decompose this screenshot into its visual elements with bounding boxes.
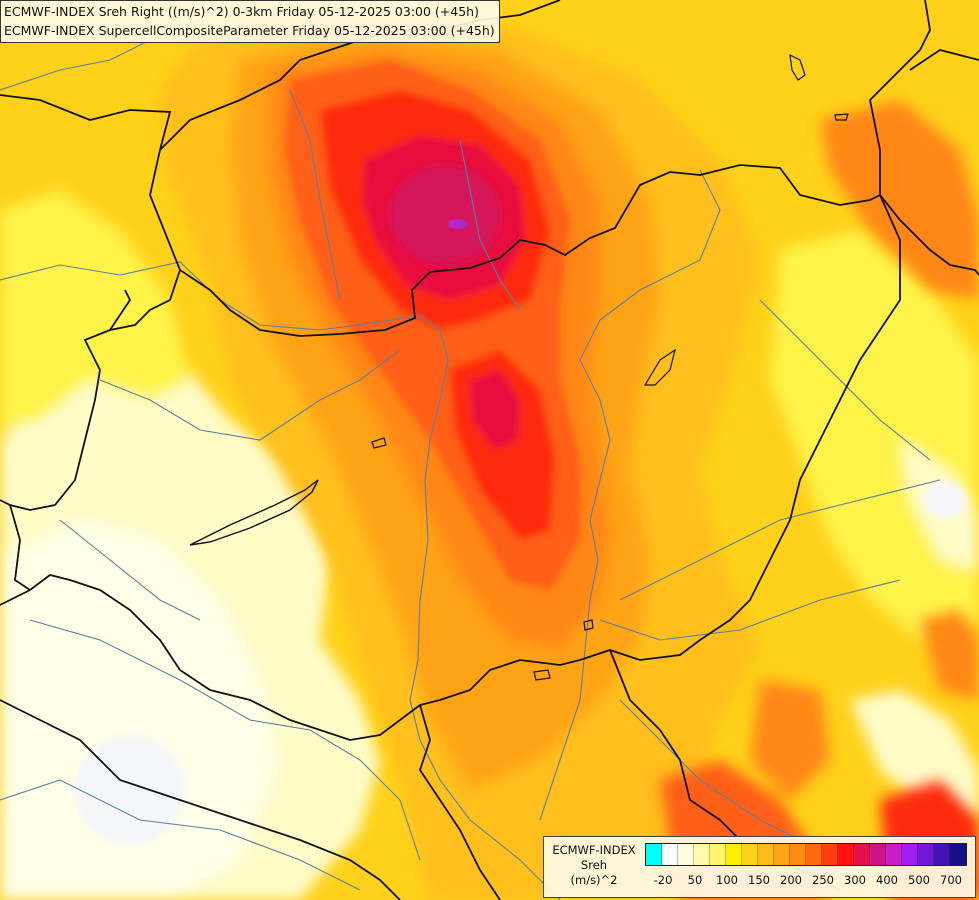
lake-small-3 xyxy=(533,669,551,681)
north-lake-outline xyxy=(789,53,806,81)
border-slovenia xyxy=(9,504,31,591)
legend-tick-label: 250 xyxy=(812,873,834,887)
legend-swatch xyxy=(774,844,790,865)
border-ukraine-romania xyxy=(879,194,979,276)
lake-small-1 xyxy=(371,437,387,449)
legend-swatch xyxy=(902,844,918,865)
border-east-romania xyxy=(909,49,979,71)
river-mures xyxy=(599,579,901,641)
legend-tick-label: 300 xyxy=(844,873,866,887)
legend-tick-labels: -20 50 100 150 200 250 300 400 500 700 xyxy=(645,873,969,889)
field-very-pale-southwest xyxy=(0,520,280,900)
field-light-yellow-east xyxy=(770,230,979,640)
river-east-1 xyxy=(759,299,931,461)
river-raba xyxy=(99,349,401,441)
legend-swatch xyxy=(790,844,806,865)
legend-tick-label: 100 xyxy=(716,873,738,887)
border-slovakia-hungary xyxy=(179,164,881,337)
field-white-patch-east xyxy=(923,482,967,518)
field-orange-dark-southeast xyxy=(750,680,830,800)
border-serbia xyxy=(419,704,501,900)
border-croatia-bosnia xyxy=(0,699,401,900)
legend-title-line3: (m/s)^2 xyxy=(570,873,618,887)
legend-swatch xyxy=(950,844,966,865)
map-title-line2: ECMWF-INDEX SupercellCompositeParameter … xyxy=(4,23,495,38)
border-ukraine-north xyxy=(869,0,931,195)
lake-balaton xyxy=(189,479,319,546)
river-north-1 xyxy=(289,89,341,301)
legend-swatch xyxy=(918,844,934,865)
legend-color-scale xyxy=(645,843,967,866)
legend-swatch xyxy=(838,844,854,865)
legend-tick-label: 50 xyxy=(687,873,703,887)
field-magenta-core xyxy=(390,165,500,265)
legend-tick-label: 150 xyxy=(748,873,770,887)
north-lake-outline-2 xyxy=(834,113,849,121)
legend-swatch xyxy=(694,844,710,865)
border-hungary-austria xyxy=(0,269,181,511)
field-orange-dark-north xyxy=(820,100,979,300)
legend-swatch xyxy=(710,844,726,865)
map-title-box: ECMWF-INDEX Sreh Right ((m/s)^2) 0-3km F… xyxy=(0,0,500,43)
river-north-2 xyxy=(459,139,521,311)
river-drava xyxy=(29,619,421,861)
legend-tick-label: 700 xyxy=(940,873,962,887)
legend-swatch xyxy=(934,844,950,865)
map-title-line1: ECMWF-INDEX Sreh Right ((m/s)^2) 0-3km F… xyxy=(4,4,479,19)
legend-swatch xyxy=(870,844,886,865)
legend-swatch xyxy=(742,844,758,865)
legend-swatch xyxy=(758,844,774,865)
lake-small-2 xyxy=(583,619,594,631)
legend-title-line1: ECMWF-INDEX xyxy=(552,843,636,857)
border-austria-inner xyxy=(109,289,132,331)
field-light-yellow-west xyxy=(0,190,190,430)
river-east-2 xyxy=(619,479,941,601)
legend-swatch xyxy=(806,844,822,865)
legend-tick-label: 400 xyxy=(876,873,898,887)
field-purple-spot xyxy=(448,219,468,229)
border-austria-slovakia xyxy=(0,94,181,271)
border-hungary-croatia xyxy=(0,574,421,741)
border-hungary-romania xyxy=(419,194,901,706)
legend-title-line2: Sreh xyxy=(580,858,608,872)
river-sava xyxy=(0,779,361,891)
legend-swatch xyxy=(886,844,902,865)
legend-tick-label: -20 xyxy=(653,873,673,887)
danube-bend-outline xyxy=(643,348,676,386)
legend-tick-label: 200 xyxy=(780,873,802,887)
legend-swatch xyxy=(678,844,694,865)
legend-swatch xyxy=(822,844,838,865)
legend-swatch xyxy=(726,844,742,865)
field-orange-dark-east xyxy=(920,610,979,700)
river-south-east xyxy=(619,699,821,851)
river-southwest xyxy=(59,519,201,621)
legend-swatch xyxy=(646,844,662,865)
colorbar-legend: ECMWF-INDEX Sreh (m/s)^2 -20 50 100 150 200 2… xyxy=(543,836,976,898)
legend-swatch xyxy=(662,844,678,865)
legend-tick-label: 500 xyxy=(908,873,930,887)
legend-swatch xyxy=(854,844,870,865)
field-crimson-south xyxy=(470,370,520,450)
river-tisza xyxy=(539,169,721,821)
legend-title: ECMWF-INDEX Sreh (m/s)^2 xyxy=(548,843,640,888)
